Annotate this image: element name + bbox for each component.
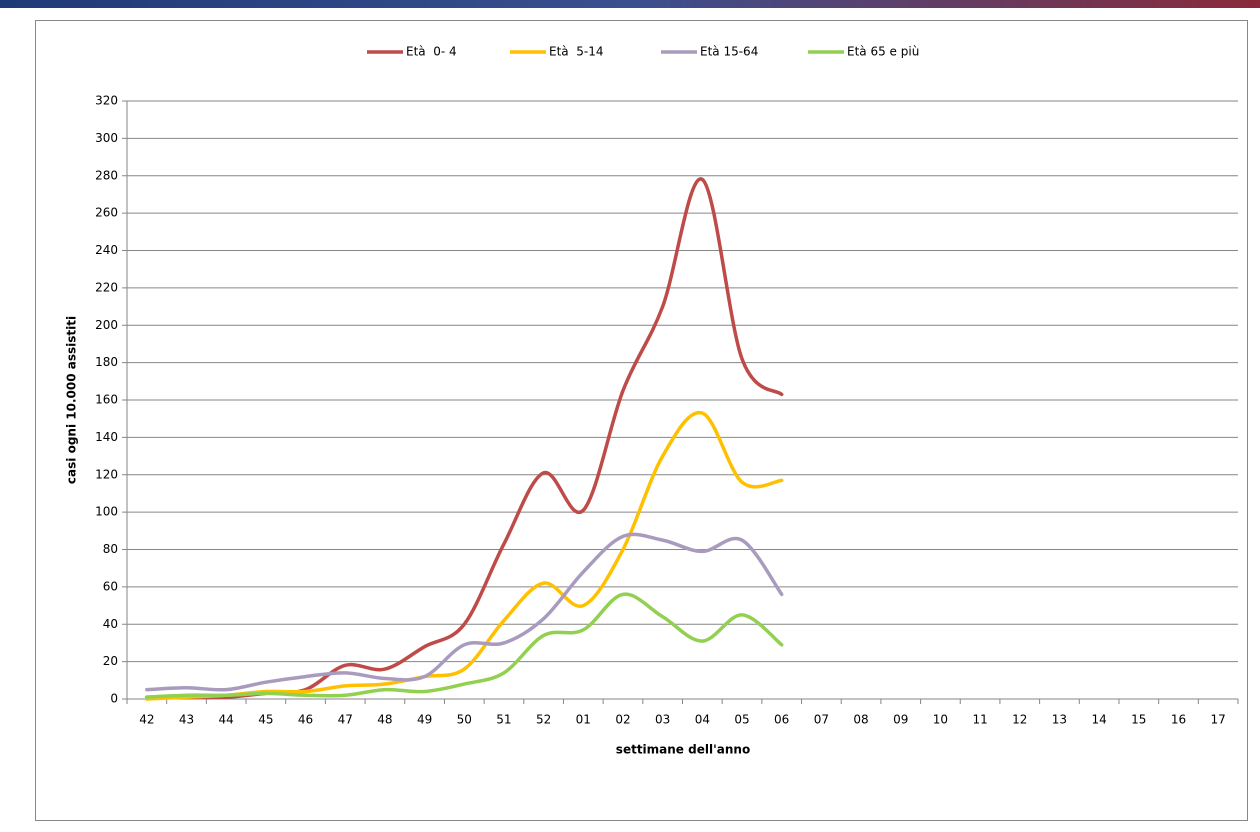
x-tick-label: 45 [258,713,273,727]
y-tick-label: 40 [103,617,118,631]
x-tick-label: 11 [972,713,987,727]
y-tick-label: 160 [95,393,118,407]
series-line [145,592,784,699]
x-tick-label: 44 [219,713,234,727]
legend-label: Età 0- 4 [406,45,457,59]
y-axis-title: casi ogni 10.000 assistiti [65,316,79,484]
y-tick-label: 80 [103,542,118,556]
y-tick-label: 140 [95,430,118,444]
x-tick-label: 50 [457,713,472,727]
x-tick-label: 05 [734,713,749,727]
y-tick-label: 200 [95,318,118,332]
top-bar [0,0,1260,8]
x-tick-label: 13 [1052,713,1067,727]
y-tick-label: 240 [95,243,118,257]
x-tick-label: 16 [1171,713,1186,727]
y-tick-label: 180 [95,355,118,369]
x-tick-label: 06 [774,713,789,727]
legend-label: Età 65 e più [847,45,919,59]
y-tick-label: 120 [95,467,118,481]
y-tick-label: 300 [95,131,118,145]
x-tick-label: 17 [1211,713,1226,727]
x-tick-label: 46 [298,713,313,727]
x-tick-label: 03 [655,713,670,727]
x-tick-label: 07 [814,713,829,727]
y-tick-label: 0 [110,692,118,706]
y-tick-label: 320 [95,94,118,108]
chart-frame [35,20,1248,821]
x-tick-label: 49 [417,713,432,727]
y-tick-label: 100 [95,505,118,519]
legend-label: Età 5-14 [549,45,604,59]
x-tick-label: 01 [576,713,591,727]
y-tick-label: 60 [103,579,118,593]
legend-label: Età 15-64 [700,45,758,59]
x-tick-label: 14 [1091,713,1106,727]
y-tick-label: 20 [103,654,118,668]
x-tick-label: 51 [496,713,511,727]
x-tick-label: 10 [933,713,948,727]
x-tick-label: 09 [893,713,908,727]
y-tick-label: 260 [95,206,118,220]
y-tick-label: 280 [95,168,118,182]
series-line [145,532,784,692]
x-axis-title: settimane dell'anno [616,743,750,757]
x-tick-label: 15 [1131,713,1146,727]
y-tick-label: 220 [95,280,118,294]
x-tick-label: 12 [1012,713,1027,727]
x-tick-label: 52 [536,713,551,727]
x-tick-label: 04 [695,713,710,727]
x-tick-label: 02 [615,713,630,727]
x-tick-label: 48 [377,713,392,727]
x-tick-label: 42 [139,713,154,727]
x-tick-label: 43 [179,713,194,727]
x-tick-label: 08 [853,713,868,727]
x-tick-label: 47 [338,713,353,727]
